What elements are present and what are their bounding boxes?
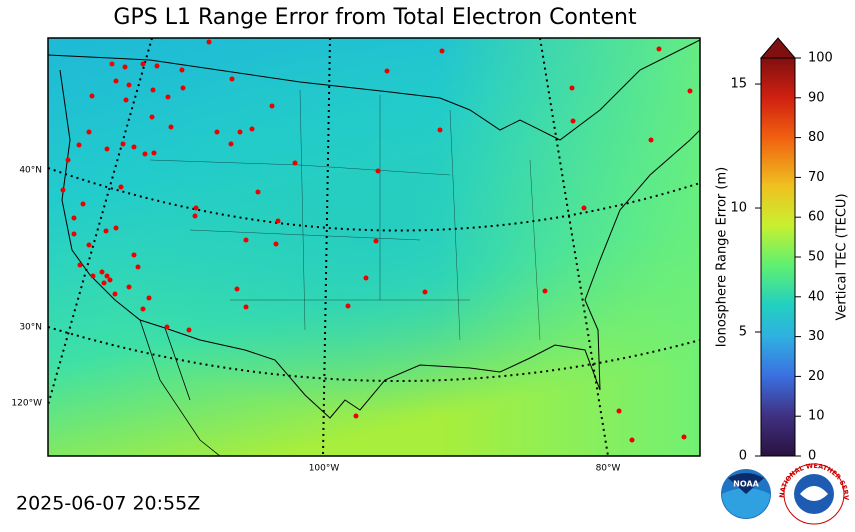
colorbar xyxy=(759,37,797,457)
lat-label: 30°N xyxy=(19,323,42,333)
colorbar-right-tick-label: 40 xyxy=(808,289,825,304)
colorbar-left-tick-label: 15 xyxy=(730,77,747,92)
lon-label: 100°W xyxy=(309,464,340,474)
map xyxy=(48,38,700,456)
noaa-logo: NOAA xyxy=(721,469,771,519)
colorbar-right-tick-label: 90 xyxy=(808,90,825,105)
timestamp: 2025-06-07 20:55Z xyxy=(16,493,200,515)
colorbar-right-tick-label: 50 xyxy=(808,250,825,265)
map-frame xyxy=(47,37,701,457)
colorbar-right-label: Vertical TEC (TECU) xyxy=(835,193,850,320)
colorbar-right-tick-label: 30 xyxy=(808,329,825,344)
colorbar-right-tick-label: 60 xyxy=(808,210,825,225)
title: GPS L1 Range Error from Total Electron C… xyxy=(113,5,637,30)
colorbar-right-tick-label: 70 xyxy=(808,170,825,185)
colorbar-right-tick-label: 100 xyxy=(808,51,833,66)
lon-label: 80°W xyxy=(596,464,621,474)
lat-label: 40°N xyxy=(19,166,42,176)
colorbar-right-tick-label: 0 xyxy=(808,449,816,464)
colorbar-left-tick-label: 10 xyxy=(730,201,747,216)
lon-label: 120°W xyxy=(11,399,42,409)
colorbar-left-label: Ionosphere Range Error (m) xyxy=(715,167,730,347)
noaa-text: NOAA xyxy=(733,480,759,489)
colorbar-left-tick-label: 0 xyxy=(739,449,747,464)
colorbar-right-tick-label: 10 xyxy=(808,409,825,424)
colorbar-right-tick-label: 80 xyxy=(808,130,825,145)
colorbar-right-tick-label: 20 xyxy=(808,369,825,384)
colorbar-left-tick-label: 5 xyxy=(739,325,747,340)
